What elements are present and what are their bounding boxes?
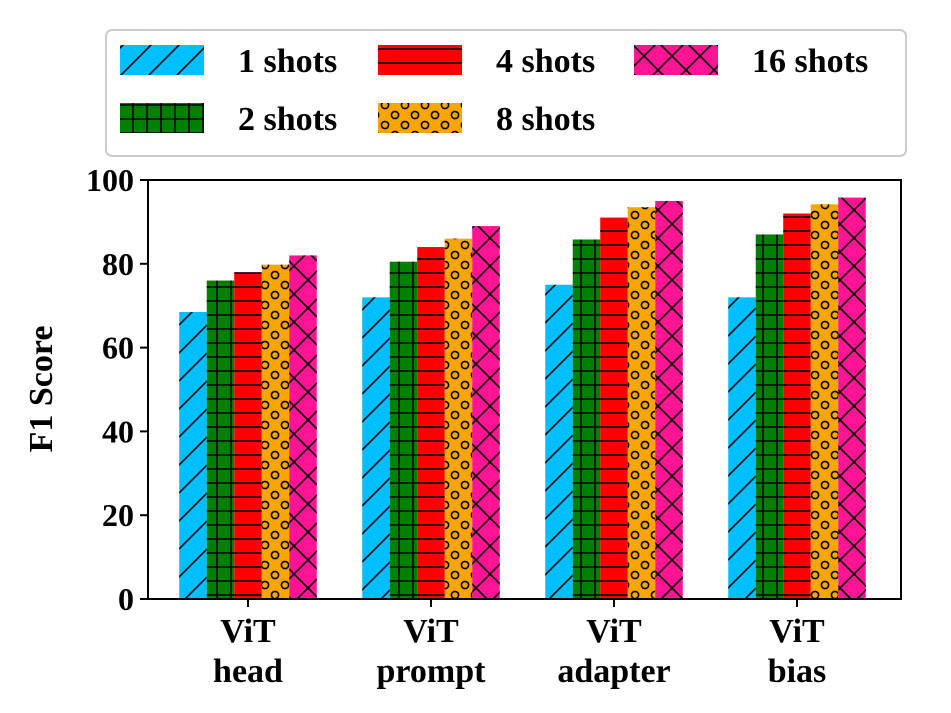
bar [755,234,784,599]
bar-hatch [572,239,601,600]
bar [472,226,500,599]
bar-hatch [289,255,317,600]
y-axis: 0 20 40 60 80 100 [86,162,148,617]
bar [362,297,390,599]
bar-hatch [417,247,445,600]
bar [234,272,262,599]
legend-label: 1 shots [238,43,337,80]
bar [444,238,473,599]
bar-hatch [728,297,756,599]
bar-hatch [600,217,628,599]
bar-hatch [179,311,207,599]
x-tick-label: adapter [557,653,670,690]
legend-swatch-hatch [634,45,718,75]
legend-label: 8 shots [496,101,595,138]
x-tick-label: bias [768,653,827,690]
bar [728,297,756,599]
bar [838,197,866,599]
bar-hatch [206,280,235,599]
legend-swatch-hatch [120,103,204,133]
plot-frame [147,179,902,600]
y-tick-label: 60 [102,330,134,366]
legend-swatch-hatch [378,103,462,133]
legend-label: 2 shots [238,101,337,138]
legend-item: 4 shots [378,43,595,80]
legend-swatch-hatch [120,45,204,75]
y-tick-label: 80 [102,246,134,282]
bar [627,207,656,600]
bar-hatch [362,297,390,599]
legend: 1 shots 2 shots 4 shots 8 shots 16 shots [120,43,868,138]
x-tick-label: ViT [769,613,825,650]
bar [655,200,683,599]
y-tick-label: 40 [102,413,134,449]
y-tick-label: 20 [102,497,134,533]
x-tick-label: prompt [377,653,487,690]
bar-hatch [472,226,500,599]
y-tick-label: 100 [86,162,134,198]
bar [179,311,207,599]
x-tick-label: ViT [586,613,642,650]
bar-hatch [655,200,683,599]
bar [572,239,601,600]
legend-item: 1 shots [120,43,337,80]
bar [289,255,317,600]
x-tick-label: ViT [220,613,276,650]
bar-hatch [627,207,656,600]
legend-item: 8 shots [378,101,595,138]
bar [783,213,811,599]
bar [389,261,418,599]
y-axis-title: F1 Score [23,326,60,453]
bar-hatch [783,213,811,599]
bar [810,204,839,599]
legend-item: 2 shots [120,101,337,138]
x-tick-label: head [213,653,283,690]
legend-item: 16 shots [634,43,868,80]
bar-hatch [838,197,866,599]
y-tick-label: 0 [118,581,134,617]
bar [417,247,445,600]
legend-swatch-hatch [378,45,462,75]
bar [261,264,290,599]
bar [545,284,573,599]
bars [179,197,866,600]
legend-label: 16 shots [752,43,868,80]
bar-hatch [755,234,784,599]
bar-hatch [389,261,418,599]
bar-hatch [444,238,473,599]
x-tick-label: ViT [403,613,459,650]
bar-hatch [810,204,839,599]
bar [600,217,628,599]
bar-hatch [545,284,573,599]
bar-hatch [234,272,262,599]
bar [206,280,235,599]
legend-label: 4 shots [496,43,595,80]
bar-hatch [261,264,290,599]
